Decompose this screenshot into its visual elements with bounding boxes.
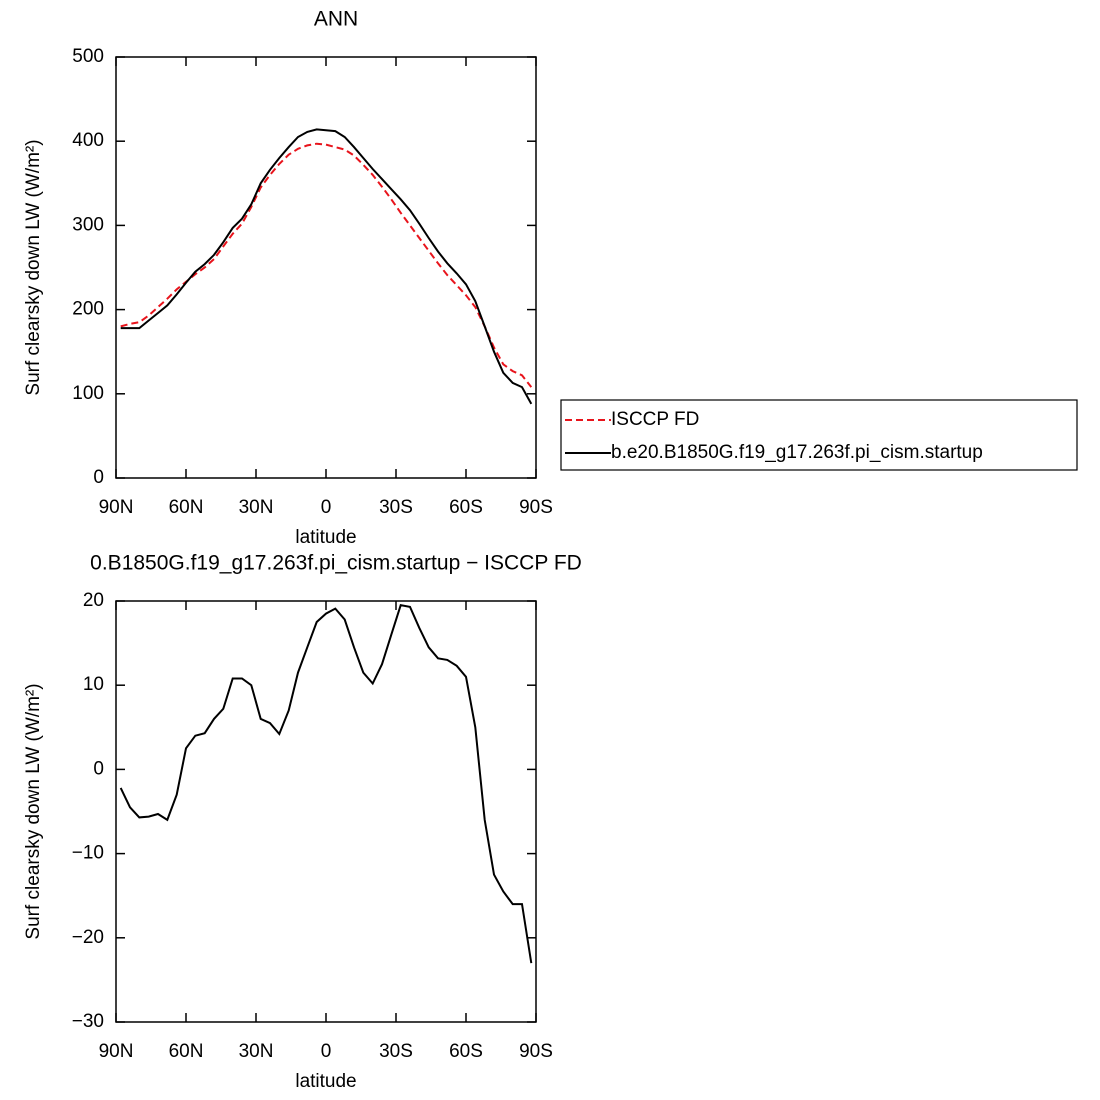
- x-tick-label: 0: [321, 497, 332, 518]
- x-tick-label: 30N: [239, 1041, 274, 1062]
- legend-box: [560, 399, 1078, 471]
- data-line: [120, 128, 533, 405]
- x-tick-label: 90S: [519, 1041, 553, 1062]
- x-axis-label: latitude: [295, 1071, 356, 1092]
- x-tick-label: 60S: [449, 497, 483, 518]
- y-tick-label: −20: [72, 927, 104, 948]
- chart-title: ANN: [314, 8, 358, 31]
- plot-frame: [115, 56, 537, 479]
- x-tick-label: 30S: [379, 1041, 413, 1062]
- y-tick-label: 400: [72, 130, 104, 151]
- y-tick-label: −10: [72, 843, 104, 864]
- x-tick-label: 30N: [239, 497, 274, 518]
- y-tick-label: 500: [72, 46, 104, 67]
- y-tick-label: 0: [93, 467, 104, 488]
- y-tick-label: 300: [72, 214, 104, 235]
- x-tick-label: 60N: [169, 497, 204, 518]
- plot-frame: [115, 600, 537, 1023]
- data-line: [119, 604, 533, 964]
- y-tick-label: 100: [72, 383, 104, 404]
- chart-title: 0.B1850G.f19_g17.263f.pi_cism.startup − …: [90, 552, 582, 575]
- x-tick-label: 90S: [519, 497, 553, 518]
- x-tick-label: 90N: [99, 497, 134, 518]
- data-line: [120, 142, 533, 388]
- legend-label: ISCCP FD: [611, 409, 699, 430]
- y-tick-label: 20: [83, 590, 104, 611]
- x-axis-label: latitude: [295, 527, 356, 548]
- y-tick-label: 200: [72, 299, 104, 320]
- x-tick-label: 60S: [449, 1041, 483, 1062]
- y-tick-label: 10: [83, 674, 104, 695]
- y-tick-label: 0: [93, 758, 104, 779]
- x-tick-label: 60N: [169, 1041, 204, 1062]
- x-tick-label: 30S: [379, 497, 413, 518]
- y-tick-label: −30: [72, 1011, 104, 1032]
- y-axis-label: Surf clearsky down LW (W/m²): [23, 683, 44, 939]
- legend-label: b.e20.B1850G.f19_g17.263f.pi_cism.startu…: [611, 442, 983, 463]
- y-axis-label: Surf clearsky down LW (W/m²): [23, 139, 44, 395]
- x-tick-label: 90N: [99, 1041, 134, 1062]
- x-tick-label: 0: [321, 1041, 332, 1062]
